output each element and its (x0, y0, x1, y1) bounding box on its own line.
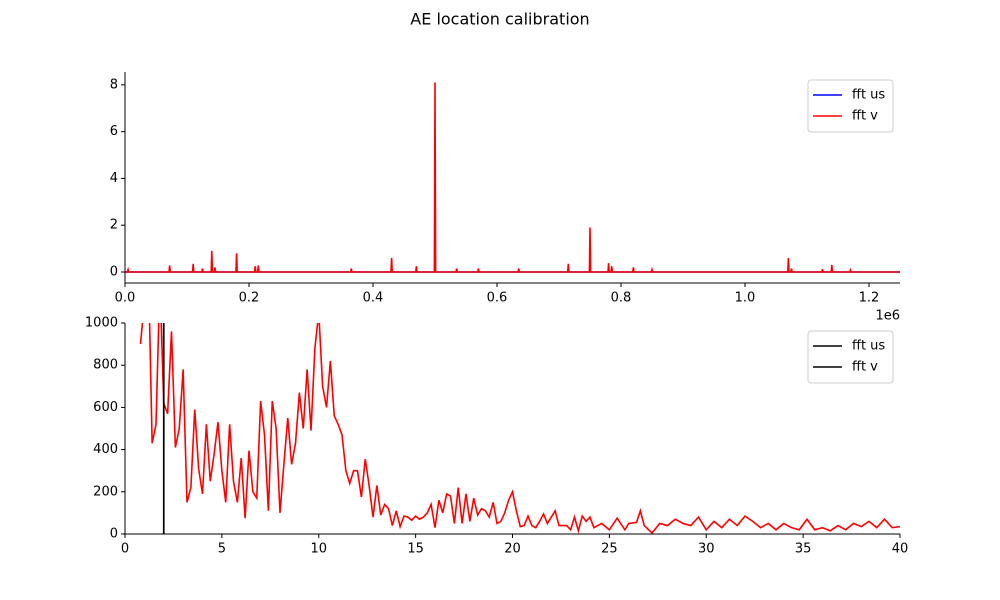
x-tick-label: 10 (310, 542, 327, 557)
x-tick-label: 35 (795, 542, 812, 557)
x-offset-label: 1e6 (875, 309, 900, 324)
y-tick-label: 1000 (85, 316, 118, 331)
y-tick-label: 400 (93, 442, 118, 457)
y-tick-label: 8 (110, 77, 118, 92)
legend-box (807, 330, 894, 384)
legend-box (807, 79, 894, 133)
legend-label: fft us (852, 339, 885, 354)
x-tick-label: 0.0 (115, 291, 136, 306)
x-tick-label: 40 (892, 542, 909, 557)
legend-label: fft v (852, 109, 878, 124)
x-tick-label: 1.0 (735, 291, 756, 306)
y-tick-label: 0 (110, 527, 118, 542)
y-tick-label: 0 (110, 265, 118, 280)
x-tick-label: 1.2 (859, 291, 880, 306)
x-tick-label: 15 (407, 542, 424, 557)
y-tick-label: 200 (93, 484, 118, 499)
y-tick-label: 4 (110, 171, 118, 186)
x-tick-label: 0.6 (487, 291, 508, 306)
x-tick-label: 0.8 (611, 291, 632, 306)
y-tick-label: 600 (93, 400, 118, 415)
x-tick-label: 30 (698, 542, 715, 557)
y-tick-label: 800 (93, 358, 118, 373)
y-tick-label: 2 (110, 218, 118, 233)
y-tick-label: 6 (110, 124, 118, 139)
figure-title: AE location calibration (410, 10, 589, 29)
x-tick-label: 0.2 (239, 291, 260, 306)
x-tick-label: 25 (601, 542, 618, 557)
series-line (139, 323, 900, 534)
x-tick-label: 20 (504, 542, 521, 557)
legend-label: fft v (852, 360, 878, 375)
series-line (125, 82, 900, 273)
legend-label: fft us (852, 88, 885, 103)
x-tick-label: 0.4 (363, 291, 384, 306)
x-tick-label: 0 (121, 542, 129, 557)
x-tick-label: 5 (218, 542, 226, 557)
